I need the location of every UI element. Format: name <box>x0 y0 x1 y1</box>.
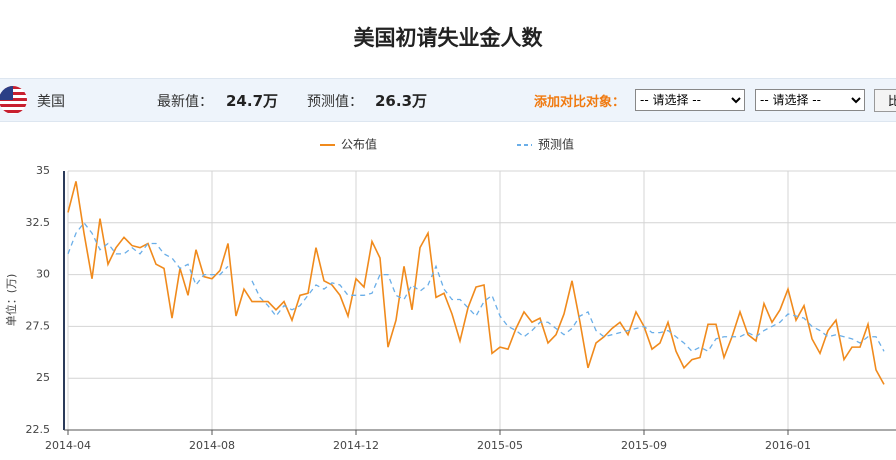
forecast-value-text: 26.3万 <box>375 92 428 110</box>
x-tick-label: 2014-08 <box>189 439 235 452</box>
page-title: 美国初请失业金人数 <box>353 26 543 50</box>
forecast-value: 26.3万 <box>375 90 427 111</box>
latest-value: 24.7万 <box>226 90 278 111</box>
legend-label: 预测值 <box>538 137 574 152</box>
flag <box>0 86 27 114</box>
x-tick-label: 2015-09 <box>621 439 667 452</box>
latest-label: 最新值： <box>157 94 213 110</box>
compare-select[interactable]: -- 请选择 -- <box>755 89 865 111</box>
y-tick-label: 25 <box>36 371 50 384</box>
y-axis-label: 单位：(万) <box>4 274 18 327</box>
y-tick-label: 32.5 <box>26 216 51 229</box>
x-tick-label: 2014-04 <box>45 439 91 452</box>
x-tick-label: 2015-05 <box>477 439 523 452</box>
legend-label: 公布值 <box>341 137 377 152</box>
y-tick-label: 27.5 <box>26 319 51 332</box>
toolbar: 美国 最新值： 24.7万 预测值： 26.3万 添加对比对象： -- 请选择 … <box>0 78 896 122</box>
compare-label: 添加对比对象： <box>534 95 626 110</box>
series-line <box>67 181 885 385</box>
compare-select[interactable]: -- 请选择 -- <box>635 89 745 111</box>
y-tick-label: 35 <box>36 164 50 177</box>
x-tick-label: 2014-12 <box>333 439 379 452</box>
series-line <box>67 221 885 353</box>
compare-button[interactable]: 比 <box>874 89 896 112</box>
y-tick-label: 22.5 <box>26 423 51 436</box>
x-tick-label: 2016-01 <box>765 439 811 452</box>
y-tick-label: 30 <box>36 268 50 281</box>
country: 美国 <box>37 94 65 110</box>
latest-value-text: 24.7万 <box>226 92 279 110</box>
forecast-label: 预测值： <box>307 94 363 110</box>
